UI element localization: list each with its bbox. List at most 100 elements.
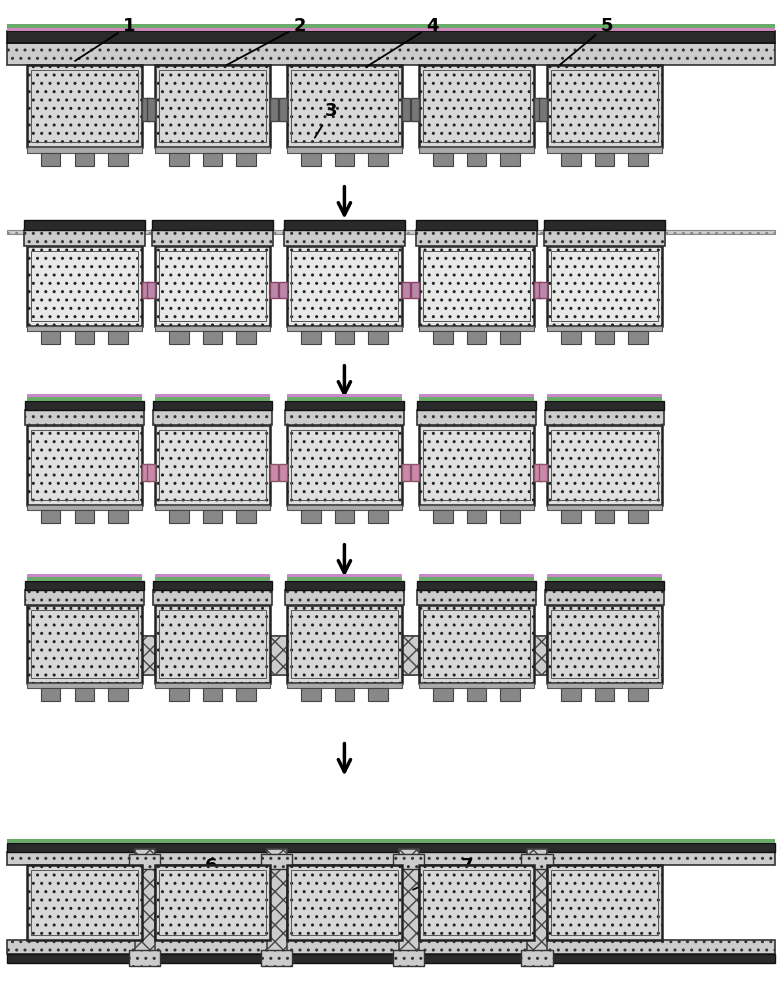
- Bar: [547, 865, 662, 940]
- Bar: [23, 230, 145, 246]
- Bar: [629, 153, 648, 166]
- Bar: [629, 510, 648, 523]
- Bar: [285, 401, 404, 410]
- Bar: [41, 688, 60, 701]
- Bar: [368, 510, 388, 523]
- Bar: [547, 574, 662, 577]
- Bar: [7, 940, 775, 954]
- Bar: [284, 220, 405, 230]
- Bar: [155, 65, 270, 147]
- Bar: [419, 683, 534, 688]
- Bar: [27, 394, 142, 397]
- Bar: [540, 464, 547, 481]
- Bar: [279, 282, 287, 298]
- Bar: [267, 849, 287, 957]
- Bar: [159, 251, 266, 321]
- Bar: [419, 574, 534, 577]
- Bar: [287, 326, 402, 331]
- Bar: [419, 147, 534, 153]
- Bar: [24, 581, 144, 590]
- Bar: [142, 464, 149, 481]
- Bar: [155, 577, 270, 581]
- Bar: [236, 153, 256, 166]
- Bar: [203, 153, 222, 166]
- Bar: [152, 220, 273, 230]
- Bar: [203, 688, 222, 701]
- Bar: [74, 331, 94, 344]
- Text: 3: 3: [315, 102, 338, 138]
- Text: 2: 2: [227, 17, 307, 65]
- Bar: [287, 683, 402, 688]
- Bar: [27, 65, 142, 147]
- Bar: [152, 590, 272, 605]
- Bar: [27, 577, 142, 581]
- Bar: [155, 147, 270, 153]
- Bar: [291, 70, 398, 142]
- Bar: [7, 28, 775, 31]
- Bar: [270, 282, 278, 298]
- Bar: [417, 590, 536, 605]
- Bar: [41, 153, 60, 166]
- Bar: [24, 401, 144, 410]
- Bar: [147, 98, 155, 121]
- Bar: [551, 251, 658, 321]
- Bar: [551, 870, 658, 935]
- Bar: [423, 610, 530, 678]
- Bar: [547, 246, 662, 326]
- Bar: [544, 230, 665, 246]
- Bar: [411, 282, 419, 298]
- Bar: [142, 98, 149, 121]
- Bar: [522, 854, 553, 869]
- Bar: [544, 220, 665, 230]
- Bar: [155, 397, 270, 401]
- Bar: [500, 510, 520, 523]
- Bar: [270, 636, 293, 675]
- Bar: [629, 688, 648, 701]
- Bar: [155, 394, 270, 397]
- Bar: [417, 401, 536, 410]
- Bar: [402, 464, 410, 481]
- Bar: [155, 505, 270, 510]
- Bar: [287, 505, 402, 510]
- Bar: [416, 230, 537, 246]
- Bar: [27, 425, 142, 505]
- Bar: [551, 610, 658, 678]
- Bar: [419, 65, 534, 147]
- Bar: [527, 849, 547, 957]
- Bar: [24, 410, 144, 425]
- Bar: [291, 870, 398, 935]
- Bar: [285, 581, 404, 590]
- Bar: [159, 430, 266, 500]
- Bar: [152, 581, 272, 590]
- Bar: [287, 397, 402, 401]
- Bar: [433, 510, 453, 523]
- Bar: [547, 147, 662, 153]
- Bar: [169, 331, 188, 344]
- Bar: [561, 331, 581, 344]
- Bar: [561, 688, 581, 701]
- Bar: [27, 683, 142, 688]
- Bar: [155, 605, 270, 683]
- Bar: [595, 510, 615, 523]
- Bar: [287, 577, 402, 581]
- Bar: [41, 510, 60, 523]
- Bar: [287, 394, 402, 397]
- Bar: [155, 425, 270, 505]
- Bar: [142, 636, 165, 675]
- Bar: [169, 688, 188, 701]
- Bar: [540, 282, 547, 298]
- Bar: [159, 70, 266, 142]
- Bar: [423, 251, 530, 321]
- Bar: [7, 954, 775, 963]
- Bar: [500, 688, 520, 701]
- Bar: [74, 688, 94, 701]
- Bar: [270, 98, 278, 121]
- Bar: [7, 843, 775, 852]
- Bar: [540, 98, 547, 121]
- Bar: [108, 688, 127, 701]
- Bar: [131, 636, 155, 675]
- Bar: [417, 581, 536, 590]
- Bar: [500, 153, 520, 166]
- Bar: [285, 410, 404, 425]
- Bar: [534, 636, 557, 675]
